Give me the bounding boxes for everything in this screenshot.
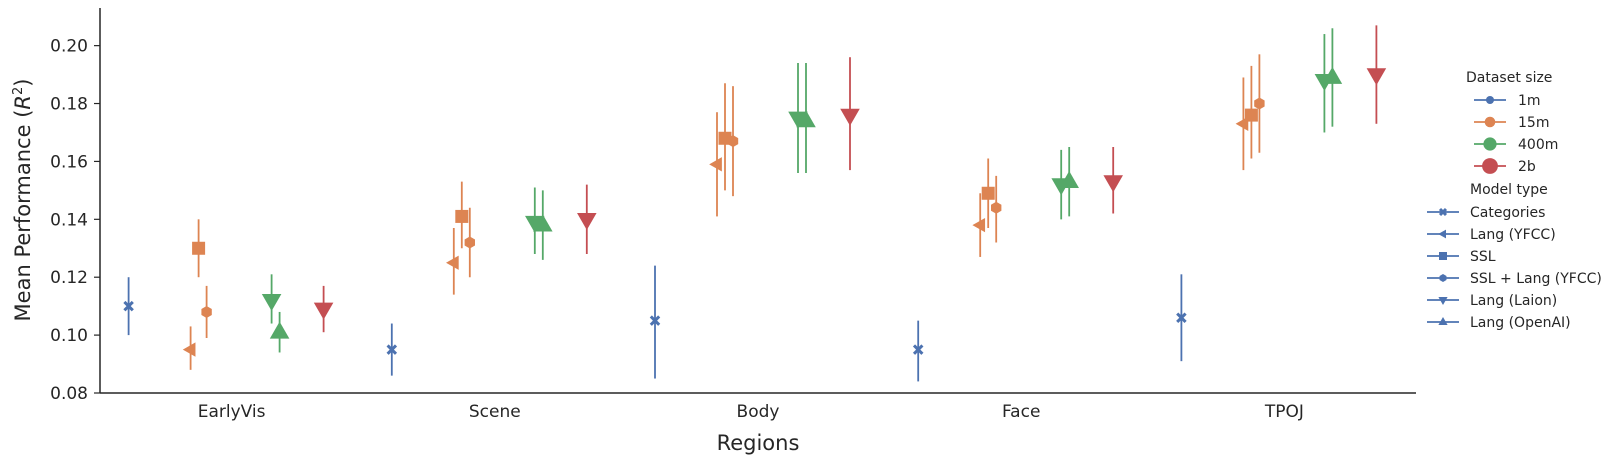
data-point bbox=[981, 186, 995, 200]
data-point bbox=[192, 241, 206, 255]
legend-types: Categories Lang (YFCC) SSL SSL + Lang (YFCC… bbox=[1427, 205, 1602, 331]
x-tick-label: Scene bbox=[469, 402, 521, 422]
error-bars bbox=[127, 25, 1378, 382]
data-point bbox=[123, 300, 134, 312]
data-point bbox=[269, 321, 290, 339]
legend-item: 15m bbox=[1474, 115, 1549, 131]
legend-item-label: Categories bbox=[1470, 205, 1545, 221]
legend-item-label: 15m bbox=[1518, 115, 1549, 131]
legend-marker bbox=[1439, 252, 1447, 260]
y-tick-label: 0.08 bbox=[50, 384, 88, 404]
legend-item-label: SSL + Lang (YFCC) bbox=[1470, 271, 1602, 287]
legend-item: 2b bbox=[1474, 158, 1536, 175]
data-point bbox=[446, 255, 459, 270]
y-tick-label: 0.18 bbox=[50, 95, 88, 115]
x-ticks: EarlyVis Scene Body Face TPOJ bbox=[198, 402, 1304, 422]
data-point bbox=[577, 212, 597, 230]
legend-item-label: 2b bbox=[1518, 159, 1536, 175]
data-point bbox=[182, 342, 196, 357]
legend-marker bbox=[1439, 274, 1447, 282]
data-point bbox=[796, 110, 816, 128]
legend-marker bbox=[1438, 229, 1446, 239]
data-point bbox=[709, 157, 722, 172]
data-point bbox=[464, 236, 475, 249]
legend-item-label: 400m bbox=[1518, 137, 1558, 153]
x-tick-label: TPOJ bbox=[1264, 402, 1304, 422]
legend-item-label: Lang (Laion) bbox=[1470, 293, 1557, 309]
data-point bbox=[201, 305, 212, 318]
data-point bbox=[1103, 175, 1123, 193]
legend-item: Lang (Laion) bbox=[1427, 293, 1557, 309]
data-point bbox=[1176, 312, 1187, 323]
data-point bbox=[261, 293, 282, 311]
data-point bbox=[1322, 66, 1343, 84]
legend-item: Lang (YFCC) bbox=[1427, 227, 1556, 243]
data-point bbox=[1244, 108, 1258, 122]
data-point bbox=[972, 217, 986, 233]
data-point bbox=[649, 315, 661, 326]
data-point bbox=[386, 344, 398, 355]
y-axis-label-close: ) bbox=[11, 79, 35, 87]
legend-marker bbox=[1438, 317, 1448, 325]
legend-type-title: Model type bbox=[1470, 182, 1548, 198]
legend-item: SSL bbox=[1427, 249, 1496, 265]
legend-item-label: Lang (OpenAI) bbox=[1470, 315, 1571, 331]
data-point bbox=[912, 344, 924, 355]
data-point bbox=[1366, 68, 1387, 86]
x-tick-label: EarlyVis bbox=[198, 402, 266, 422]
data-point bbox=[991, 201, 1002, 214]
y-tick-label: 0.14 bbox=[50, 210, 88, 230]
data-point bbox=[455, 209, 469, 223]
legend-item-label: 1m bbox=[1518, 93, 1541, 109]
legend-item: 1m bbox=[1474, 93, 1541, 109]
y-tick-label: 0.12 bbox=[50, 268, 88, 288]
axes bbox=[99, 8, 1416, 394]
data-point bbox=[1059, 171, 1079, 189]
y-tick-label: 0.20 bbox=[50, 37, 88, 57]
data-point bbox=[313, 302, 334, 320]
y-axis-label-sup: 2 bbox=[11, 87, 26, 95]
x-tick-label: Body bbox=[737, 402, 780, 422]
x-axis-label: Regions bbox=[717, 431, 800, 455]
legend-marker bbox=[1438, 297, 1448, 305]
data-markers bbox=[123, 66, 1387, 357]
legend-marker bbox=[1438, 207, 1448, 217]
y-tick-label: 0.10 bbox=[50, 326, 88, 346]
legend-item-label: SSL bbox=[1470, 249, 1496, 265]
legend-item-label: Lang (YFCC) bbox=[1470, 227, 1556, 243]
legend-item: Lang (OpenAI) bbox=[1427, 315, 1571, 331]
y-tick-label: 0.16 bbox=[50, 152, 88, 172]
legend: Dataset size 1m 15m 400m 2b Model type Cate… bbox=[1427, 70, 1602, 331]
y-axis-label: Mean Performance (R2) bbox=[11, 79, 35, 322]
legend-item: SSL + Lang (YFCC) bbox=[1427, 271, 1602, 287]
y-axis-label-text: Mean Performance ( bbox=[11, 110, 35, 322]
legend-sizes: 1m 15m 400m 2b bbox=[1474, 93, 1558, 175]
data-point bbox=[727, 135, 739, 148]
data-point bbox=[840, 108, 860, 126]
y-ticks: 0.08 0.10 0.12 0.14 0.16 0.18 0.20 bbox=[50, 37, 100, 404]
legend-size-title: Dataset size bbox=[1466, 70, 1552, 86]
y-axis-label-math: R bbox=[11, 95, 35, 110]
data-point bbox=[533, 214, 553, 232]
legend-item: 400m bbox=[1474, 137, 1558, 153]
x-tick-label: Face bbox=[1002, 402, 1040, 422]
data-point bbox=[1254, 97, 1265, 110]
legend-item: Categories bbox=[1427, 205, 1545, 221]
